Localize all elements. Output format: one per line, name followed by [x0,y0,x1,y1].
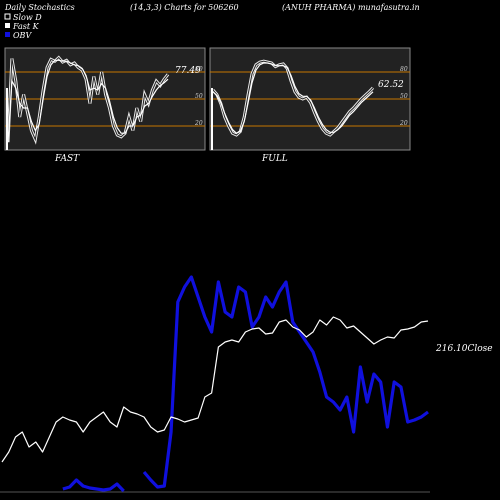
fast-panel: 20 50 80 77.49 FAST [4,47,206,164]
legend-swatch-fast-k [5,23,10,28]
close-label: Close [468,344,493,354]
fast-slow-d-line [7,59,169,143]
full-tick-50: 50 [400,93,408,100]
header-right: (ANUH PHARMA) munafasutra.in [282,3,420,12]
obv-close-panel: 216.10Close [0,275,493,493]
fast-tick-80: 80 [195,66,203,73]
close-line-0 [1,316,429,463]
legend-swatch-obv [5,32,10,37]
fast-last-value: 77.49 [175,66,201,76]
full-tick-80: 80 [400,66,408,73]
fast-tick-20: 20 [194,120,203,127]
legend-label-slow-d: Slow D [13,13,42,22]
full-tick-20: 20 [399,120,408,127]
full-last-value: 62.52 [378,80,404,90]
full-slow-d-line [212,62,374,134]
fast-tick-50: 50 [195,93,203,100]
legend: Slow D Fast K OBV [4,13,42,40]
close-value: 216.10 [435,344,468,354]
fast-fast-k-line-inner [7,56,169,143]
close-last-value: 216.10Close [435,344,493,354]
header-left: Daily Stochastics [4,3,75,12]
legend-label-obv: OBV [13,31,32,40]
legend-label-fast-k: Fast K [12,22,40,31]
fast-panel-label: FAST [54,154,80,164]
legend-swatch-slow-d [4,13,11,20]
obv-line-1 [142,275,429,489]
full-panel-label: FULL [261,154,288,164]
full-panel: 20 50 80 62.52 FULL [209,47,411,164]
header-center: (14,3,3) Charts for 506260 [130,3,239,12]
obv-line-0 [62,478,125,493]
